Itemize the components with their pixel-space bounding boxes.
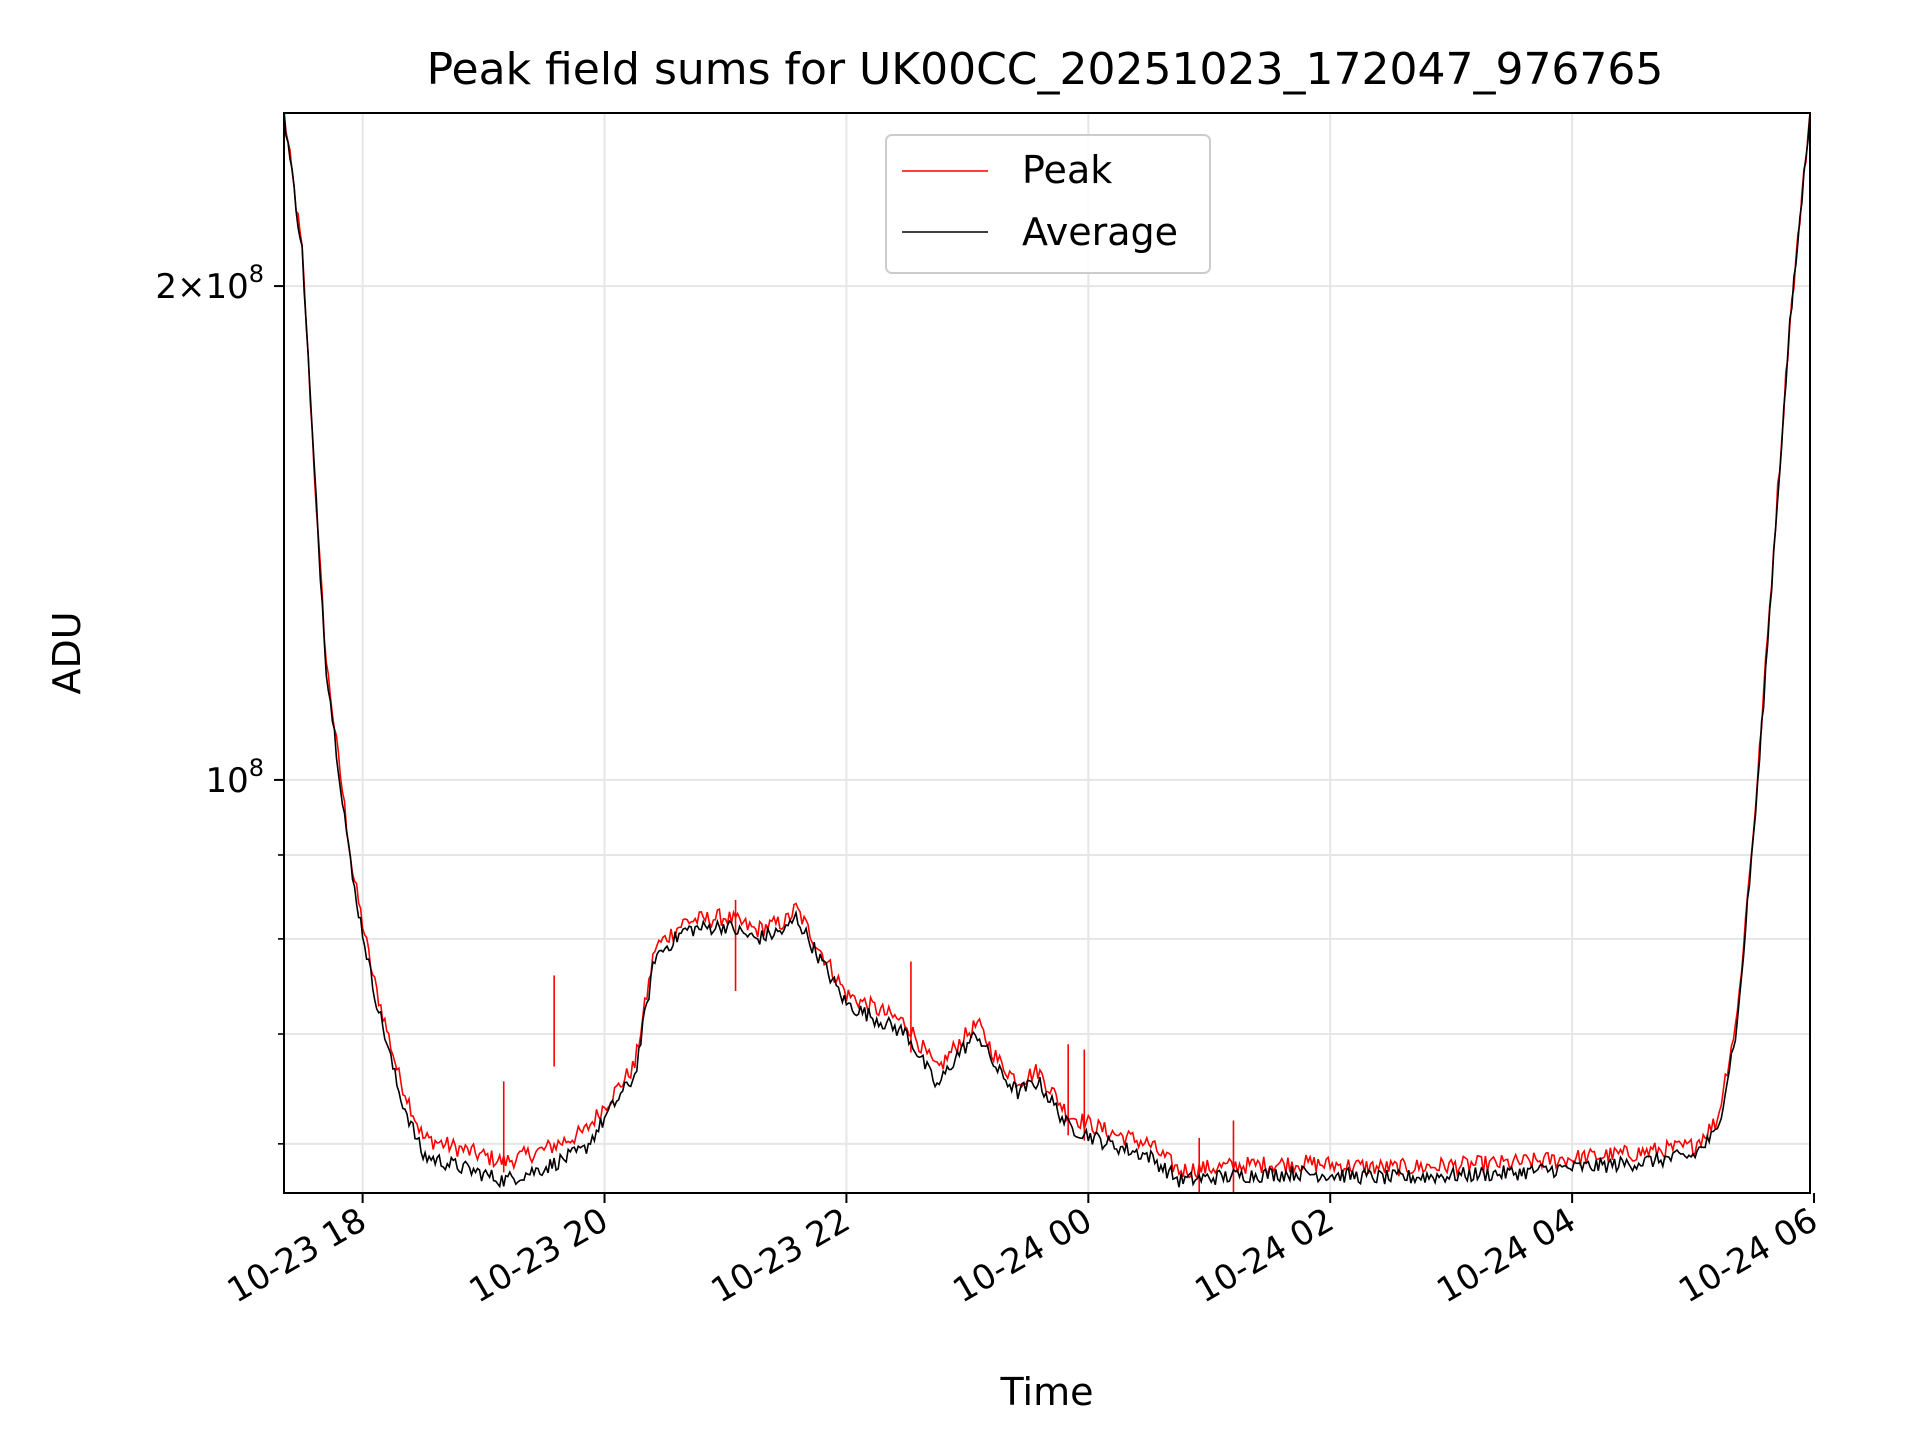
legend-label-average: Average [1022, 210, 1178, 254]
y-tick-label: 2×108 [155, 260, 264, 307]
series-line-average [284, 113, 1810, 1189]
y-tick-mantissa: 2 [155, 267, 177, 307]
y-tick-label: 108 [205, 754, 264, 801]
y-tick-exponent: 8 [249, 754, 264, 782]
y-tick-exponent: 8 [249, 260, 264, 288]
y-tick-base: 10 [205, 761, 248, 801]
series-layer [284, 113, 1810, 1193]
plot-frame [283, 112, 1811, 1194]
y-axis-label: ADU [45, 611, 89, 694]
y-tick-base: 10 [205, 267, 248, 307]
legend-label-peak: Peak [1022, 148, 1112, 192]
legend: Peak Average [885, 134, 1211, 274]
y-tick-times: × [177, 267, 206, 307]
grid [284, 113, 1810, 1193]
chart-title: Peak field sums for UK00CC_20251023_1720… [427, 44, 1664, 95]
legend-box [885, 134, 1211, 274]
x-axis-label: Time [1000, 1370, 1094, 1414]
series-line-peak [284, 113, 1810, 1180]
